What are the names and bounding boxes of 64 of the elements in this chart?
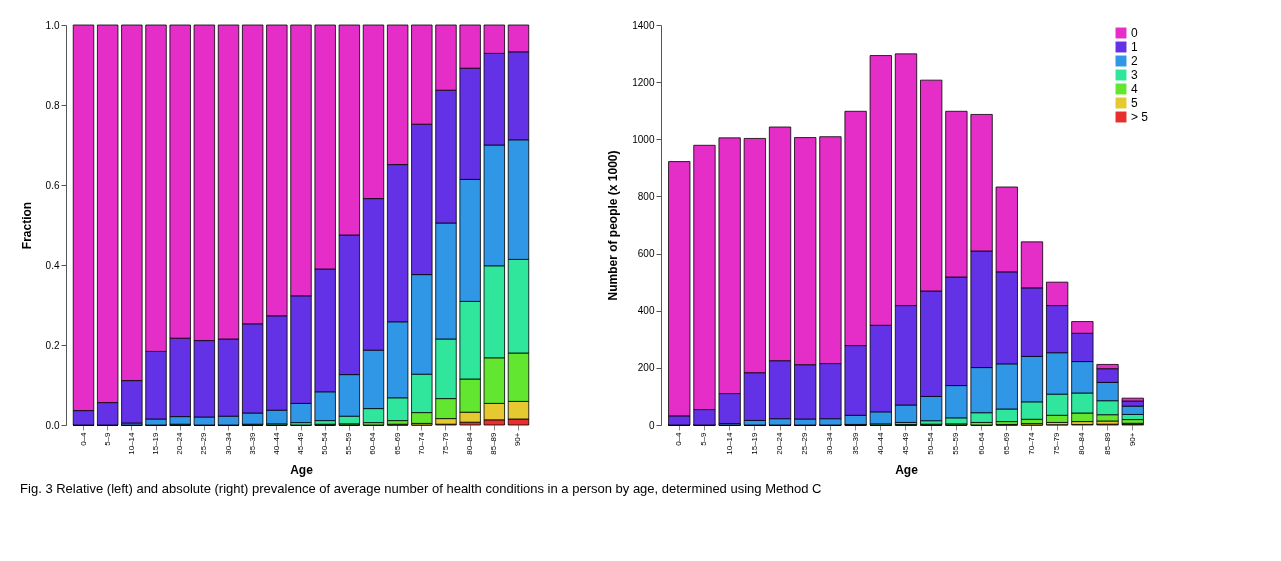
x-tick-label: 55–59 [951, 431, 961, 455]
caption: Fig. 3 Relative (left) and absolute (right) prevalence of average number of health conditions in a person by age, determined using Method C [20, 481, 822, 497]
x-tick-label: 20–24 [775, 431, 785, 455]
legend-label: 0 [1131, 26, 1138, 40]
y-tick-label: 0.4 [45, 259, 60, 271]
x-tick-label: 75–79 [1052, 431, 1062, 455]
x-tick-label: 85–89 [1102, 431, 1112, 455]
y-tick-label: 0.6 [45, 179, 60, 191]
x-tick-label: 90+ [1127, 432, 1137, 447]
x-tick-label: 55–59 [344, 431, 354, 455]
y-axis-title: Fraction [19, 201, 34, 250]
x-tick-label: 90+ [513, 432, 523, 447]
legend-label: > 5 [1131, 110, 1149, 124]
y-tick-label: 200 [637, 362, 655, 374]
y-tick-label: 0.2 [45, 339, 60, 351]
y-tick-label: 800 [637, 190, 655, 202]
x-tick-label: 10–14 [126, 431, 136, 455]
x-tick-label: 10–14 [724, 431, 734, 455]
y-tick-label: 0.8 [45, 99, 60, 111]
x-tick-label: 50–54 [320, 431, 330, 455]
x-tick-label: 5–9 [102, 431, 112, 446]
legend-label: 4 [1131, 82, 1138, 96]
x-tick-label: 15–19 [749, 431, 759, 455]
legend-label: 3 [1131, 68, 1138, 82]
x-axis-title: Age [290, 462, 314, 477]
x-tick-label: 40–44 [271, 431, 281, 455]
y-tick-label: 0 [648, 419, 655, 431]
x-tick-label: 75–79 [440, 431, 450, 455]
y-tick-label: 0.0 [45, 419, 60, 431]
x-tick-label: 60–64 [976, 431, 986, 455]
x-tick-label: 65–69 [392, 431, 402, 455]
y-tick-label: 1000 [632, 133, 655, 145]
x-tick-label: 70–74 [416, 431, 426, 455]
y-tick-label: 600 [637, 248, 655, 260]
x-tick-label: 45–49 [296, 431, 305, 455]
legend-label: 2 [1131, 54, 1138, 68]
x-tick-label: 25–29 [800, 431, 810, 455]
x-tick-label: 0–4 [674, 431, 684, 446]
x-tick-label: 30–34 [223, 431, 233, 455]
x-tick-label: 30–34 [825, 431, 835, 455]
x-tick-label: 85–89 [489, 431, 499, 455]
x-tick-label: 25–29 [199, 431, 209, 455]
y-tick-label: 400 [637, 305, 655, 317]
legend-label: 1 [1131, 40, 1138, 54]
x-axis-title: Age [895, 462, 919, 477]
y-tick-label: 1400 [632, 19, 655, 31]
x-tick-label: 35–39 [247, 431, 257, 455]
y-tick-label: 1200 [632, 76, 655, 88]
x-tick-label: 0–4 [78, 431, 88, 446]
x-tick-label: 80–84 [1077, 431, 1087, 455]
legend-label: 5 [1131, 96, 1138, 110]
x-tick-label: 35–39 [850, 431, 860, 455]
x-tick-label: 20–24 [175, 431, 185, 455]
x-tick-label: 5–9 [699, 431, 709, 446]
x-tick-label: 40–44 [875, 431, 885, 455]
x-tick-label: 45–49 [901, 431, 910, 455]
x-tick-label: 15–19 [151, 431, 161, 455]
x-tick-label: 50–54 [926, 431, 936, 455]
x-tick-label: 80–84 [465, 431, 475, 455]
x-tick-label: 60–64 [368, 431, 378, 455]
y-tick-label: 1.0 [45, 19, 60, 31]
x-tick-label: 65–69 [1001, 431, 1011, 455]
y-axis-title: Number of people (x 1000) [606, 150, 621, 301]
x-tick-label: 70–74 [1026, 431, 1036, 455]
